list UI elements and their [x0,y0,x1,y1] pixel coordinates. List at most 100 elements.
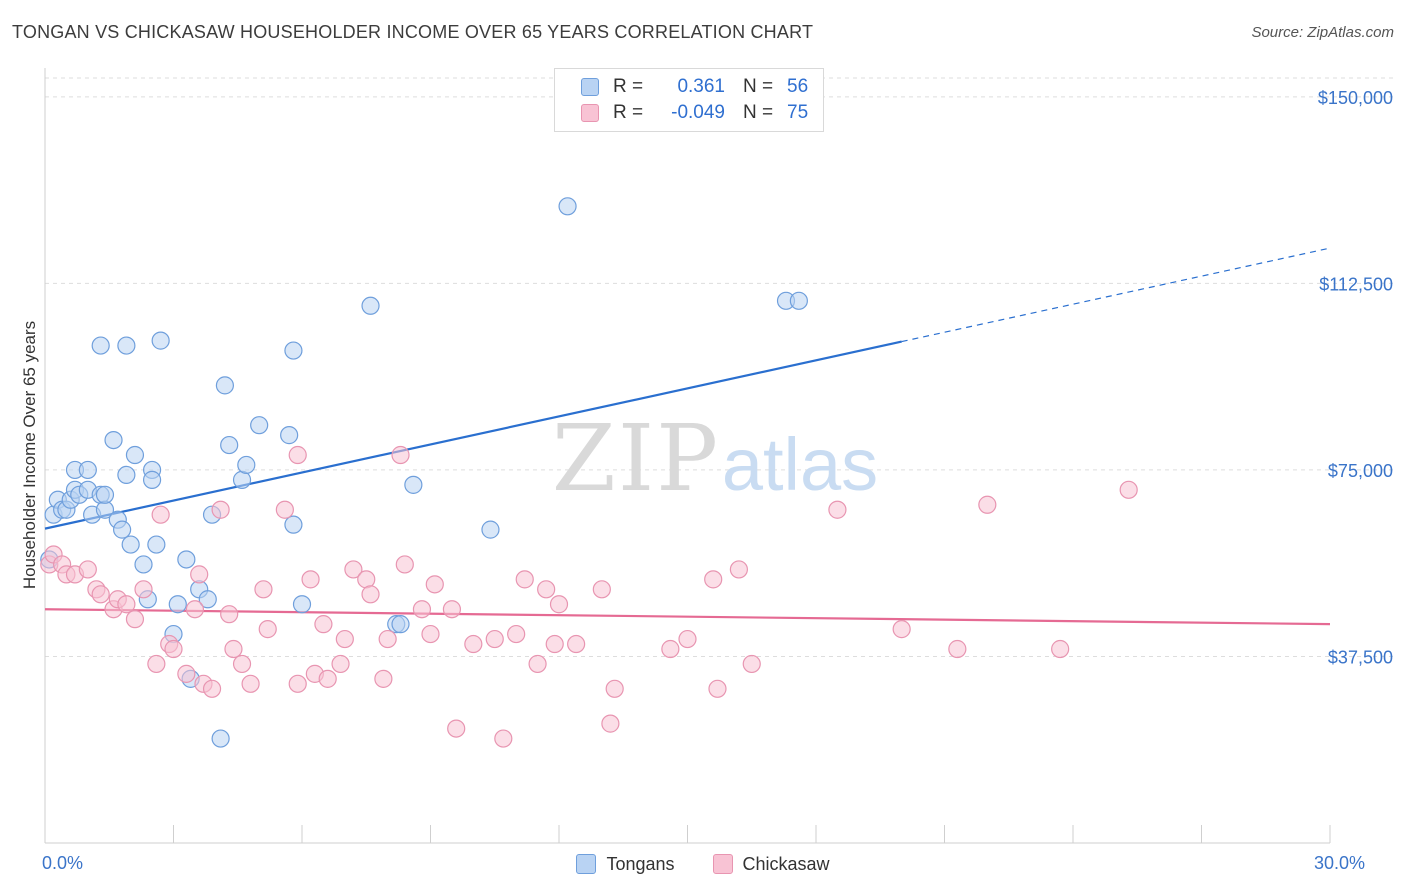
chickasaw-point [948,639,967,659]
chickasaw-point [549,595,569,614]
tongans-point [78,460,97,480]
legend-label: Chickasaw [742,853,830,874]
chickasaw-point [828,500,847,519]
tongans-point [142,470,162,489]
x-tick-label: 30.0% [1314,853,1365,873]
chickasaw-point [125,610,145,629]
chickasaw-point [361,585,380,604]
chickasaw-point [202,679,222,698]
x-tick-label: 0.0% [42,853,83,873]
chickasaw-point [892,620,911,639]
tongans-point [95,485,115,504]
source-label: Source: ZipAtlas.com [1251,24,1394,41]
chickasaw-point [211,500,230,519]
chickasaw-point [331,654,350,674]
tongans-point [151,331,170,350]
chickasaw-point [378,629,397,649]
legend-item-chickasaw: Chickasaw [712,853,830,875]
chickasaw-point [507,624,526,644]
tongans-point [117,465,136,485]
chickasaw-point [601,714,620,733]
tongans-point [147,535,166,554]
chickasaw-point [151,505,170,524]
chickasaw-point [147,654,166,674]
tongans-point [134,555,153,574]
chickasaw-point [742,654,761,674]
chickasaw-point [275,500,294,519]
tongans-trend-extension [901,247,1331,343]
chickasaw-point [425,575,444,594]
legend-row-chickasaw: R = -0.049 N = 75 [581,101,808,125]
chickasaw-trend-line [44,608,1331,626]
tick-labels: $37,500 $75,000 $112,500 $150,000 0.0% 30.0% [42,88,1393,873]
chickasaw-point [978,495,997,514]
chickasaw-point [515,570,534,589]
chickasaw-point [117,595,136,614]
tongans-point [391,615,410,634]
tongans-point [404,475,423,494]
chickasaw-point [335,629,354,649]
chickasaw-point [241,674,260,693]
chickasaw-point [528,654,547,674]
tongans-point [789,291,808,310]
tongans-point [121,535,140,554]
chickasaw-point [442,600,462,619]
chickasaw-point [357,570,376,589]
chickasaw-point [288,674,307,693]
chickasaw-point [134,580,153,599]
chickasaw-point [545,634,564,654]
chickasaw-point [391,445,410,465]
chickasaw-point [258,620,277,639]
chickasaw-point [232,654,252,674]
r-label: R = [613,76,644,97]
tongans-swatch [576,854,597,874]
r-value: 0.361 [677,76,725,97]
chickasaw-point [704,570,723,589]
chickasaw-point [318,669,337,688]
chickasaw-point [254,580,273,599]
tongans-point [481,520,500,539]
tongans-point [211,729,230,748]
tongans-point [198,590,217,609]
chickasaw-point [374,669,393,688]
tongans-point [168,595,187,614]
tongans-trend-line [44,340,902,530]
chickasaw-point [537,580,556,599]
tongans-point [177,550,196,569]
tongans-point [558,197,577,216]
chickasaw-point [314,615,333,634]
chickasaw-point [288,445,307,465]
tongans-point [361,296,380,315]
watermark: ZIP atlas [552,405,878,512]
chickasaw-point [421,624,440,644]
tongans-point [292,595,312,614]
chickasaw-point [78,560,97,579]
trend-lines [44,247,1331,626]
tongans-swatch [581,78,599,96]
chickasaw-point [224,639,243,659]
chart-title: TONGAN VS CHICKASAW HOUSEHOLDER INCOME O… [12,22,814,42]
legend-item-tongans: Tongans [576,854,675,875]
chickasaw-point [301,570,320,589]
tongans-point [112,520,132,539]
tongans-point [91,336,110,355]
tongans-point [232,470,252,489]
chickasaw-point [1119,480,1138,499]
chickasaw-point [605,679,624,698]
chickasaw-swatch [712,854,733,874]
correlation-legend: R = 0.361 N = 56 R = -0.049 N = 75 [554,68,824,132]
chickasaw-point [678,629,697,649]
watermark-zip: ZIP [552,405,720,512]
chickasaw-point [1051,639,1070,659]
tongans-point [220,435,239,455]
chickasaw-point [164,639,183,659]
chickasaw-point [177,664,196,683]
chickasaw-point [567,634,586,654]
y-tick-label: $112,500 [1319,274,1393,294]
series-legend: Tongans Chickasaw [0,852,1406,876]
n-value: 56 [787,76,809,97]
chickasaw-point [485,629,504,649]
tongans-point [117,336,136,355]
y-tick-label: $150,000 [1318,88,1393,108]
